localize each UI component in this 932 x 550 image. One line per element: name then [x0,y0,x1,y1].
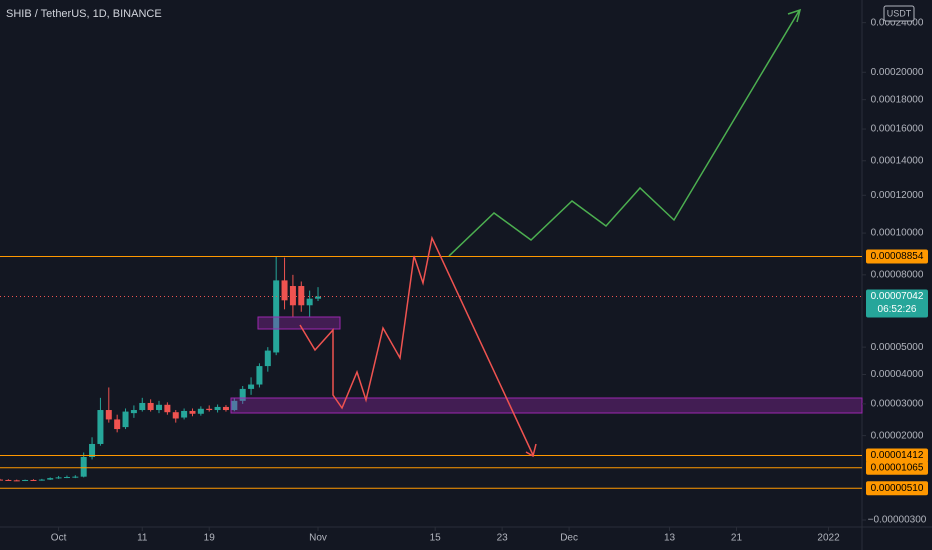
candle-body [197,408,204,414]
candle-body [97,410,104,444]
last-price-label: 0.00007042 [871,291,924,302]
candle-body [139,402,146,411]
currency-badge[interactable] [883,5,915,22]
y-tick-label: 0.00005000 [871,342,924,353]
candle-body [306,298,313,306]
y-tick-label: 0.00016000 [871,124,924,135]
candle-body [239,388,246,401]
candle-body [13,480,20,482]
candle-body [130,410,137,414]
y-tick-label: 0.00018000 [871,94,924,105]
candle-body [0,479,3,481]
candle-body [172,412,179,419]
candle-body [298,286,305,306]
projection-path [299,235,534,456]
x-tick-label: 2022 [817,533,840,544]
candle-body [63,477,70,479]
y-tick-label: 0.00014000 [871,155,924,166]
candle-body [5,479,12,481]
countdown: 06:52:26 [878,304,917,315]
candle-body [105,410,112,420]
candle-body [30,479,37,481]
arrow-head [787,8,802,23]
candle-body [256,366,263,385]
last-price-box [866,289,928,318]
x-tick-label: 13 [664,533,676,544]
candle-body [164,404,171,413]
x-tick-label: Nov [309,533,327,544]
price-label-box [866,249,928,264]
candle-body [222,406,229,411]
y-tick-label: 0.00012000 [871,190,924,201]
arrow-head [525,443,537,458]
y-tick-label: −0.00000300 [868,515,927,526]
candle-body [156,404,163,411]
price-label-box [866,460,928,475]
candle-body [189,410,196,414]
candle-body [72,476,79,478]
y-tick-label: 0.00002000 [871,430,924,441]
x-tick-label: 11 [137,533,148,544]
price-label: 0.00008854 [871,251,924,262]
candle-body [80,457,87,477]
zone-box [257,316,341,330]
candle-body [114,419,121,430]
price-label: 0.00001065 [871,462,924,473]
candle-body [214,406,221,411]
x-tick-label: Dec [560,533,578,544]
y-tick-label: 0.00010000 [871,228,924,239]
y-tick-label: 0.00003000 [871,399,924,410]
x-tick-label: Oct [51,533,67,544]
y-tick-label: 0.00008000 [871,269,924,280]
price-label: 0.00000510 [871,483,924,494]
price-label-box [866,448,928,463]
projection-path [448,10,800,257]
x-tick-label: 21 [731,533,743,544]
price-label-box [866,481,928,496]
candle-body [38,479,45,481]
candle-body [273,280,280,353]
candle-body [231,400,238,411]
candle-body [248,384,255,389]
currency-label: USDT [887,8,912,18]
candle-body [181,410,188,418]
candle-body [122,411,129,428]
y-tick-label: 0.00004000 [871,369,924,380]
candle-body [206,408,213,411]
candle-body [315,296,322,299]
candle-body [89,443,96,458]
candle-body [281,280,288,301]
price-label: 0.00001412 [871,450,924,461]
x-tick-label: 19 [204,533,216,544]
candle-body [22,479,29,481]
chart-title: SHIB / TetherUS, 1D, BINANCE [6,8,162,20]
plot [0,255,862,489]
y-tick-label: 0.00020000 [871,67,924,78]
x-tick-label: 15 [430,533,442,544]
zone-box [230,397,863,414]
y-tick-label: 0.00024000 [871,17,924,28]
candle-body [55,477,62,479]
y-axis: 0.00024000 0.00020000 0.00018000 0.00016000… [51,17,928,544]
candle-body [147,402,154,411]
candle-body [47,478,54,480]
x-tick-label: 23 [497,533,509,544]
candle-body [264,350,271,367]
candle-body [289,286,296,306]
